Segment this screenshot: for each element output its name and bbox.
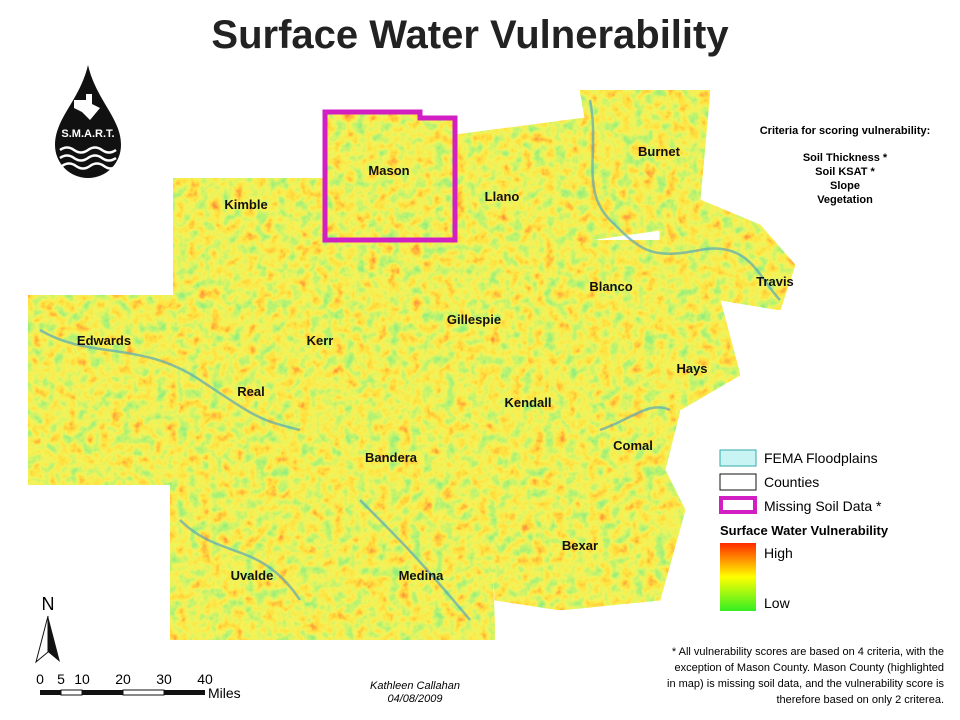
legend-label: FEMA Floodplains	[764, 450, 878, 466]
scale-label: 30	[156, 671, 172, 687]
note-line: in map) is missing soil data, and the vu…	[667, 678, 944, 690]
legend-swatch	[719, 473, 757, 491]
note-line: * All vulnerability scores are based on …	[672, 646, 944, 658]
county-label: Kimble	[224, 197, 267, 212]
county-label: Edwards	[77, 333, 131, 348]
county-label: Bandera	[365, 450, 418, 465]
scale-label: 0	[36, 671, 44, 687]
scale-label: 5	[57, 671, 65, 687]
county	[169, 484, 346, 641]
legend: FEMA Floodplains Counties Missing Soil D…	[719, 449, 889, 611]
criteria-heading: Criteria for scoring vulnerability:	[760, 125, 931, 137]
county-label: Kerr	[307, 333, 334, 348]
county-label: Llano	[485, 189, 520, 204]
note-line: exception of Mason County. Mason County …	[675, 662, 944, 674]
legend-title: Surface Water Vulnerability	[720, 523, 889, 538]
scale-unit: Miles	[208, 685, 241, 701]
county-label: Medina	[399, 568, 445, 583]
legend-gradient	[720, 543, 756, 611]
river	[39, 99, 781, 621]
county-label: Comal	[613, 438, 653, 453]
map-title: Surface Water Vulnerability	[211, 13, 729, 57]
logo: S.M.A.R.T.	[55, 65, 121, 178]
scale-label: 10	[74, 671, 90, 687]
county-labels: Mason Llano Burnet Kimble Travis Blanco …	[77, 144, 794, 583]
county	[489, 454, 686, 611]
north-label: N	[42, 594, 55, 614]
note: * All vulnerability scores are based on …	[667, 646, 944, 706]
criteria: Criteria for scoring vulnerability: Soil…	[760, 125, 931, 206]
missing-soil-outline	[322, 109, 458, 243]
county-label: Bexar	[562, 538, 598, 553]
criteria-item: Soil KSAT *	[815, 166, 875, 178]
criteria-item: Slope	[830, 180, 860, 192]
north-arrow: N	[35, 594, 60, 664]
criteria-item: Vegetation	[817, 194, 873, 206]
legend-swatch	[719, 496, 757, 514]
county-label: Real	[237, 384, 264, 399]
county-label: Blanco	[589, 279, 632, 294]
logo-text: S.M.A.R.T.	[61, 128, 114, 140]
county-label: Mason	[368, 163, 409, 178]
scale-bar: 0 5 10 20 30 40 Miles	[36, 671, 241, 701]
date: 04/08/2009	[387, 693, 442, 705]
legend-label: Counties	[764, 474, 819, 490]
legend-swatch	[719, 449, 757, 467]
county-label: Gillespie	[447, 312, 501, 327]
author: Kathleen Callahan	[370, 680, 460, 692]
county-label: Burnet	[638, 144, 681, 159]
county-label: Uvalde	[231, 568, 274, 583]
county	[204, 354, 296, 486]
note-line: therefore based on only 2 criterea.	[776, 694, 944, 706]
legend-low: Low	[764, 595, 791, 611]
county-label: Travis	[756, 274, 794, 289]
counties	[27, 89, 796, 641]
legend-high: High	[764, 545, 793, 561]
scale-label: 40	[197, 671, 213, 687]
county-label: Kendall	[505, 395, 552, 410]
criteria-item: Soil Thickness *	[803, 152, 888, 164]
county-label: Hays	[676, 361, 707, 376]
county	[454, 117, 591, 241]
legend-label: Missing Soil Data *	[764, 498, 882, 514]
scale-label: 20	[115, 671, 131, 687]
